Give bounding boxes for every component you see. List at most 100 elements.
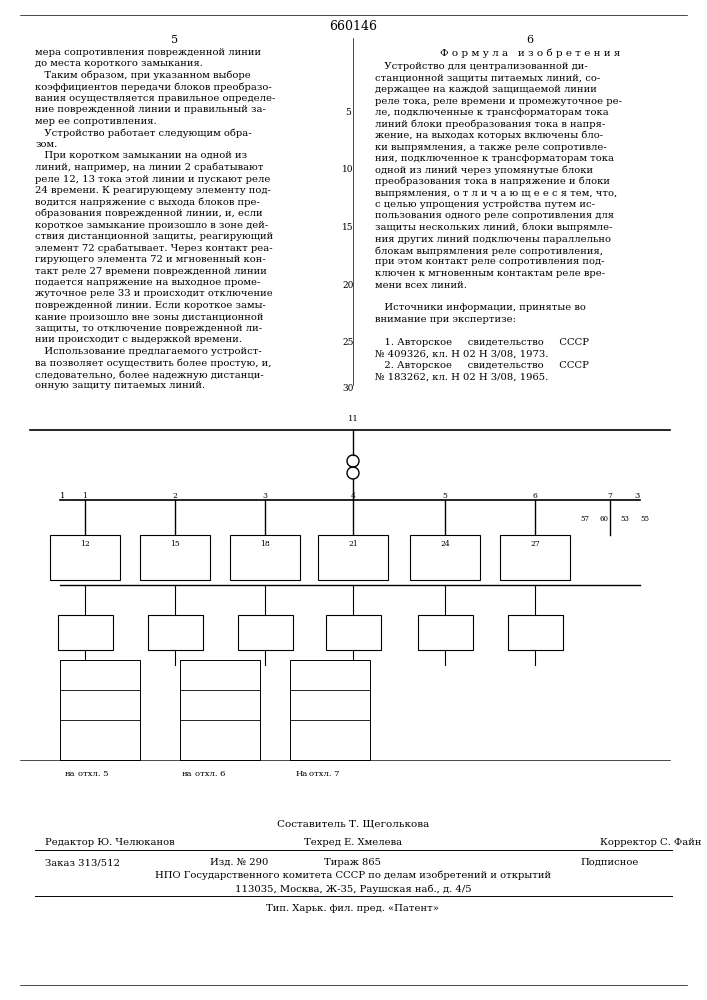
Text: ния других линий подключены параллельно: ния других линий подключены параллельно — [375, 234, 611, 243]
Text: 7: 7 — [607, 492, 612, 500]
Text: 21: 21 — [348, 540, 358, 548]
Text: жение, на выходах которых включены бло-: жение, на выходах которых включены бло- — [375, 131, 603, 140]
Bar — [230, 535, 300, 580]
Bar — [238, 615, 293, 650]
Text: Источники информации, принятые во: Источники информации, принятые во — [375, 304, 586, 312]
Bar — [508, 615, 563, 650]
Text: Подписное: Подписное — [580, 858, 638, 867]
Text: станционной защиты питаемых линий, со-: станционной защиты питаемых линий, со- — [375, 74, 600, 83]
Text: Техред Е. Хмелева: Техред Е. Хмелева — [304, 838, 402, 847]
Text: 12: 12 — [80, 540, 90, 548]
Text: ключен к мгновенным контактам реле вре-: ключен к мгновенным контактам реле вре- — [375, 269, 605, 278]
Text: ние поврежденной линии и правильный за-: ние поврежденной линии и правильный за- — [35, 105, 266, 114]
Bar — [410, 535, 480, 580]
Text: гирующего элемента 72 и мгновенный кон-: гирующего элемента 72 и мгновенный кон- — [35, 255, 266, 264]
Text: Редактор Ю. Челюканов: Редактор Ю. Челюканов — [45, 838, 175, 847]
Bar — [418, 615, 473, 650]
Text: образования поврежденной линии, и, если: образования поврежденной линии, и, если — [35, 209, 262, 219]
Text: № 409326, кл. Н 02 Н 3/08, 1973.: № 409326, кл. Н 02 Н 3/08, 1973. — [375, 350, 549, 359]
Text: 24 времени. К реагирующему элементу под-: 24 времени. К реагирующему элементу под- — [35, 186, 271, 195]
Text: ва позволяет осуществить более простую, и,: ва позволяет осуществить более простую, … — [35, 359, 271, 368]
Text: следовательно, более надежную дистанци-: следовательно, более надежную дистанци- — [35, 370, 264, 379]
Text: ки выпрямления, а также реле сопротивле-: ки выпрямления, а также реле сопротивле- — [375, 142, 607, 151]
Text: 5: 5 — [345, 108, 351, 117]
Text: 1: 1 — [60, 492, 65, 500]
Text: 27: 27 — [530, 540, 540, 548]
Text: ле, подключенные к трансформаторам тока: ле, подключенные к трансформаторам тока — [375, 108, 609, 117]
Text: блокам выпрямления реле сопротивления,: блокам выпрямления реле сопротивления, — [375, 246, 603, 255]
Text: подается напряжение на выходное проме-: подается напряжение на выходное проме- — [35, 278, 260, 287]
Text: зом.: зом. — [35, 140, 57, 149]
Text: 55: 55 — [640, 515, 649, 523]
Text: защиты, то отключение поврежденной ли-: защиты, то отключение поврежденной ли- — [35, 324, 262, 333]
Text: поврежденной линии. Если короткое замы-: поврежденной линии. Если короткое замы- — [35, 301, 266, 310]
Bar — [20, 390, 687, 770]
Text: № 183262, кл. Н 02 Н 3/08, 1965.: № 183262, кл. Н 02 Н 3/08, 1965. — [375, 372, 548, 381]
Bar — [50, 535, 120, 580]
Text: вания осуществляется правильное определе-: вания осуществляется правильное определе… — [35, 94, 275, 103]
Text: 57: 57 — [580, 515, 589, 523]
Text: 3: 3 — [635, 492, 640, 500]
Text: Изд. № 290: Изд. № 290 — [210, 858, 269, 867]
Text: реле 12, 13 тока этой линии и пускают реле: реле 12, 13 тока этой линии и пускают ре… — [35, 174, 270, 184]
Text: 10: 10 — [342, 165, 354, 174]
Text: мени всех линий.: мени всех линий. — [375, 280, 467, 290]
Text: Нa: Нa — [296, 770, 308, 778]
Text: 660146: 660146 — [329, 20, 377, 33]
Text: защиты нескольких линий, блоки выпрямле-: защиты нескольких линий, блоки выпрямле- — [375, 223, 612, 232]
Text: при этом контакт реле сопротивления под-: при этом контакт реле сопротивления под- — [375, 257, 604, 266]
Text: 1: 1 — [83, 492, 88, 500]
Text: нa: нa — [182, 770, 192, 778]
Text: 20: 20 — [342, 280, 354, 290]
Text: пользования одного реле сопротивления для: пользования одного реле сопротивления дл… — [375, 212, 614, 221]
Bar — [60, 660, 140, 760]
Text: отхл. 6: отхл. 6 — [195, 770, 226, 778]
Text: короткое замыкание произошло в зоне дей-: короткое замыкание произошло в зоне дей- — [35, 221, 268, 230]
Text: Тираж 865: Тираж 865 — [325, 858, 382, 867]
Text: элемент 72 срабатывает. Через контакт реа-: элемент 72 срабатывает. Через контакт ре… — [35, 243, 273, 253]
Text: водится напряжение с выхода блоков пре-: водится напряжение с выхода блоков пре- — [35, 198, 260, 207]
Text: 4: 4 — [351, 492, 356, 500]
Text: отхл. 5: отхл. 5 — [78, 770, 108, 778]
Bar — [180, 660, 260, 760]
Text: Составитель Т. Щеголькова: Составитель Т. Щеголькова — [277, 820, 429, 829]
Text: ствия дистанционной защиты, реагирующий: ствия дистанционной защиты, реагирующий — [35, 232, 273, 241]
Text: мер ее сопротивления.: мер ее сопротивления. — [35, 117, 157, 126]
Text: онную защиту питаемых линий.: онную защиту питаемых линий. — [35, 381, 205, 390]
Text: Использование предлагаемого устройст-: Использование предлагаемого устройст- — [35, 347, 262, 356]
Text: нa: нa — [65, 770, 76, 778]
Text: Устройство работает следующим обра-: Устройство работает следующим обра- — [35, 128, 252, 138]
Text: 5: 5 — [171, 35, 179, 45]
Text: ния, подключенное к трансформаторам тока: ния, подключенное к трансформаторам тока — [375, 154, 614, 163]
Text: 25: 25 — [342, 338, 354, 347]
Text: 3: 3 — [262, 492, 267, 500]
Bar — [290, 660, 370, 760]
Text: коэффициентов передачи блоков преобразо-: коэффициентов передачи блоков преобразо- — [35, 83, 271, 92]
Text: Тип. Харьк. фил. пред. «Патент»: Тип. Харьк. фил. пред. «Патент» — [267, 904, 440, 913]
Text: преобразования тока в напряжение и блоки: преобразования тока в напряжение и блоки — [375, 177, 610, 186]
Text: 5: 5 — [443, 492, 448, 500]
Text: внимание при экспертизе:: внимание при экспертизе: — [375, 315, 516, 324]
Text: 60: 60 — [600, 515, 609, 523]
Text: 24: 24 — [440, 540, 450, 548]
Text: 2. Авторское     свидетельство     СССР: 2. Авторское свидетельство СССР — [375, 361, 589, 370]
Text: такт реле 27 времени поврежденной линии: такт реле 27 времени поврежденной линии — [35, 266, 267, 275]
Text: 53: 53 — [620, 515, 629, 523]
Text: 6: 6 — [527, 35, 534, 45]
Bar — [58, 615, 113, 650]
Text: кание произошло вне зоны дистанционной: кание произошло вне зоны дистанционной — [35, 312, 264, 322]
Text: Таким образом, при указанном выборе: Таким образом, при указанном выборе — [35, 71, 251, 81]
Bar — [326, 615, 381, 650]
Text: 113035, Москва, Ж-35, Раушская наб., д. 4/5: 113035, Москва, Ж-35, Раушская наб., д. … — [235, 884, 472, 894]
Text: Корректор С. Файн: Корректор С. Файн — [600, 838, 701, 847]
Text: реле тока, реле времени и промежуточное ре-: реле тока, реле времени и промежуточное … — [375, 97, 622, 105]
Text: держащее на каждой защищаемой линии: держащее на каждой защищаемой линии — [375, 85, 597, 94]
Text: отхл. 7: отхл. 7 — [309, 770, 339, 778]
Text: одной из линий через упомянутые блоки: одной из линий через упомянутые блоки — [375, 165, 593, 175]
Text: Устройство для централизованной ди-: Устройство для централизованной ди- — [375, 62, 588, 71]
Text: При коротком замыкании на одной из: При коротком замыкании на одной из — [35, 151, 247, 160]
Text: выпрямления, о т л и ч а ю щ е е с я тем, что,: выпрямления, о т л и ч а ю щ е е с я тем… — [375, 188, 617, 198]
Bar — [500, 535, 570, 580]
Bar — [140, 535, 210, 580]
Text: 2: 2 — [173, 492, 177, 500]
